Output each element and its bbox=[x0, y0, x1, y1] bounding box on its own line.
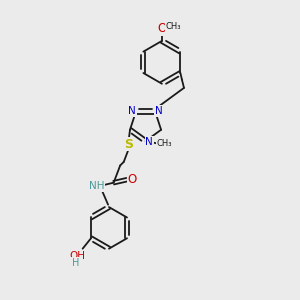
Text: NH: NH bbox=[89, 181, 104, 191]
Text: CH₃: CH₃ bbox=[156, 139, 172, 148]
Text: N: N bbox=[155, 106, 163, 116]
Text: S: S bbox=[124, 138, 133, 151]
Text: O: O bbox=[128, 173, 137, 186]
Text: N: N bbox=[128, 106, 136, 116]
Text: OH: OH bbox=[70, 250, 86, 260]
Text: O: O bbox=[157, 22, 167, 35]
Text: N: N bbox=[145, 137, 153, 147]
Text: H: H bbox=[72, 258, 79, 268]
Text: CH₃: CH₃ bbox=[165, 22, 181, 32]
